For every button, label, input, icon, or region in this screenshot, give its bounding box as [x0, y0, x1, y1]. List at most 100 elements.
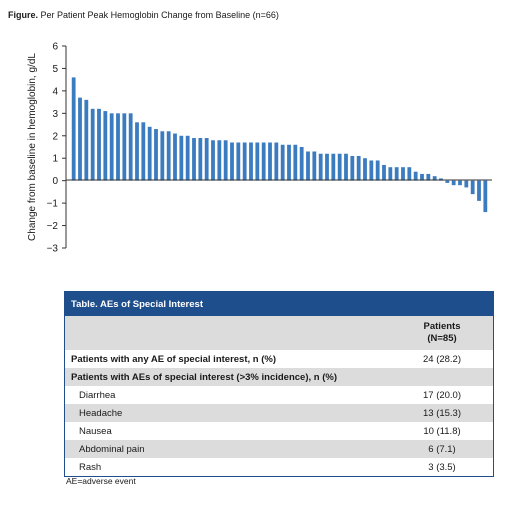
- table-row-value: 13 (15.3): [391, 404, 494, 422]
- y-tick-label: 6: [52, 42, 58, 53]
- table-row-value: 10 (11.8): [391, 422, 494, 440]
- bar: [306, 151, 310, 181]
- figure-caption: Figure. Per Patient Peak Hemoglobin Chan…: [8, 10, 279, 20]
- bar: [160, 131, 165, 181]
- bar: [90, 108, 95, 181]
- y-tick-label: 2: [52, 131, 58, 142]
- bar: [71, 77, 76, 181]
- bar: [432, 176, 437, 181]
- bar: [451, 180, 456, 186]
- bar: [375, 160, 380, 181]
- bar: [413, 171, 418, 181]
- bar: [255, 142, 260, 181]
- y-axis-label: Change from baseline in hemoglobin, g/dL: [27, 53, 38, 241]
- bar: [470, 180, 475, 195]
- bars-group: [71, 77, 488, 213]
- table-column-header: Patients (N=85): [391, 316, 494, 350]
- bar: [394, 167, 399, 181]
- bar: [445, 180, 450, 183]
- bar: [458, 180, 462, 186]
- table-row-value: 24 (28.2): [391, 350, 494, 368]
- bar: [280, 144, 285, 181]
- table-row-label: Patients with AEs of special interest (>…: [64, 368, 391, 386]
- y-ticks-group: 6 5 4 3 2 1 0 −1 −2 −3: [47, 42, 66, 255]
- y-tick-label: 1: [52, 154, 58, 165]
- bar: [477, 180, 481, 201]
- bar: [407, 167, 412, 181]
- bar: [109, 113, 114, 181]
- bar: [318, 153, 323, 181]
- bar: [84, 99, 89, 181]
- y-tick-label: 4: [52, 86, 58, 97]
- table-row-value: 3 (3.5): [391, 458, 494, 477]
- bar: [223, 140, 228, 181]
- table-row-label: Headache: [64, 404, 391, 422]
- bar: [299, 147, 304, 181]
- table-row: Abdominal pain 6 (7.1): [64, 440, 494, 458]
- bar: [128, 113, 133, 181]
- table-row-value: 6 (7.1): [391, 440, 494, 458]
- bar: [350, 155, 355, 181]
- bar: [198, 138, 203, 181]
- table-row: Diarrhea 17 (20.0): [64, 386, 494, 404]
- bar: [363, 158, 367, 181]
- bar: [401, 167, 405, 181]
- bar: [147, 126, 152, 181]
- y-tick-label: 3: [52, 109, 58, 120]
- table-row: Rash 3 (3.5): [64, 458, 494, 477]
- footnote: AE=adverse event: [66, 476, 136, 486]
- bar: [249, 142, 253, 181]
- table-title: Table. AEs of Special Interest: [64, 291, 494, 316]
- bar: [103, 111, 108, 181]
- bar-chart: 6 5 4 3 2 1 0 −1 −2 −3 Change from baseline in he…: [27, 42, 492, 255]
- table-header-empty: [64, 316, 391, 350]
- bar: [204, 138, 209, 181]
- column-header-line2: (N=85): [427, 333, 457, 344]
- bar: [356, 155, 361, 181]
- bar: [173, 133, 177, 181]
- table-row: Headache 13 (15.3): [64, 404, 494, 422]
- table-title-row: Table. AEs of Special Interest: [64, 291, 494, 316]
- table-row-label: Nausea: [64, 422, 391, 440]
- bar: [154, 129, 158, 181]
- bar: [382, 164, 386, 181]
- bar: [420, 173, 424, 181]
- bar: [185, 135, 190, 181]
- bar: [192, 138, 196, 181]
- bar: [464, 180, 469, 188]
- bar: [166, 131, 171, 181]
- bar: [337, 153, 342, 181]
- bar: [274, 142, 279, 181]
- figure-title: Per Patient Peak Hemoglobin Change from …: [40, 10, 279, 20]
- y-tick-label: −1: [47, 199, 59, 210]
- figure-label: Figure.: [8, 10, 39, 20]
- bar: [287, 144, 291, 181]
- column-header-line1: Patients: [423, 321, 461, 332]
- bar: [236, 142, 241, 181]
- bar: [344, 153, 348, 181]
- bar: [293, 144, 298, 181]
- bar: [483, 180, 488, 213]
- bar: [230, 142, 234, 181]
- bar: [217, 140, 222, 181]
- bar: [242, 142, 247, 181]
- table-row-label: Abdominal pain: [64, 440, 391, 458]
- bar: [325, 153, 329, 181]
- bar: [426, 173, 431, 181]
- bar: [116, 113, 120, 181]
- table-row: Patients with any AE of special interest…: [64, 350, 494, 368]
- bar: [369, 160, 374, 181]
- bar: [179, 135, 184, 181]
- bar: [135, 122, 139, 181]
- table-row-value: 17 (20.0): [391, 386, 494, 404]
- table-header-row: Patients (N=85): [64, 316, 494, 350]
- y-tick-label: 0: [52, 176, 58, 187]
- y-tick-label: −3: [47, 244, 59, 255]
- table-row: Patients with AEs of special interest (>…: [64, 368, 494, 386]
- table-row-label: Patients with any AE of special interest…: [64, 350, 391, 368]
- bar: [78, 97, 82, 181]
- y-tick-label: −2: [47, 221, 59, 232]
- bar: [141, 122, 146, 181]
- bar: [268, 142, 272, 181]
- table-row: Nausea 10 (11.8): [64, 422, 494, 440]
